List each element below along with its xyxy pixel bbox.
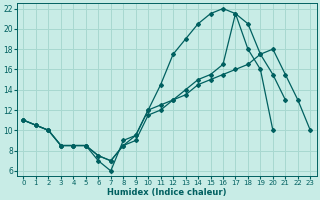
X-axis label: Humidex (Indice chaleur): Humidex (Indice chaleur) <box>107 188 227 197</box>
